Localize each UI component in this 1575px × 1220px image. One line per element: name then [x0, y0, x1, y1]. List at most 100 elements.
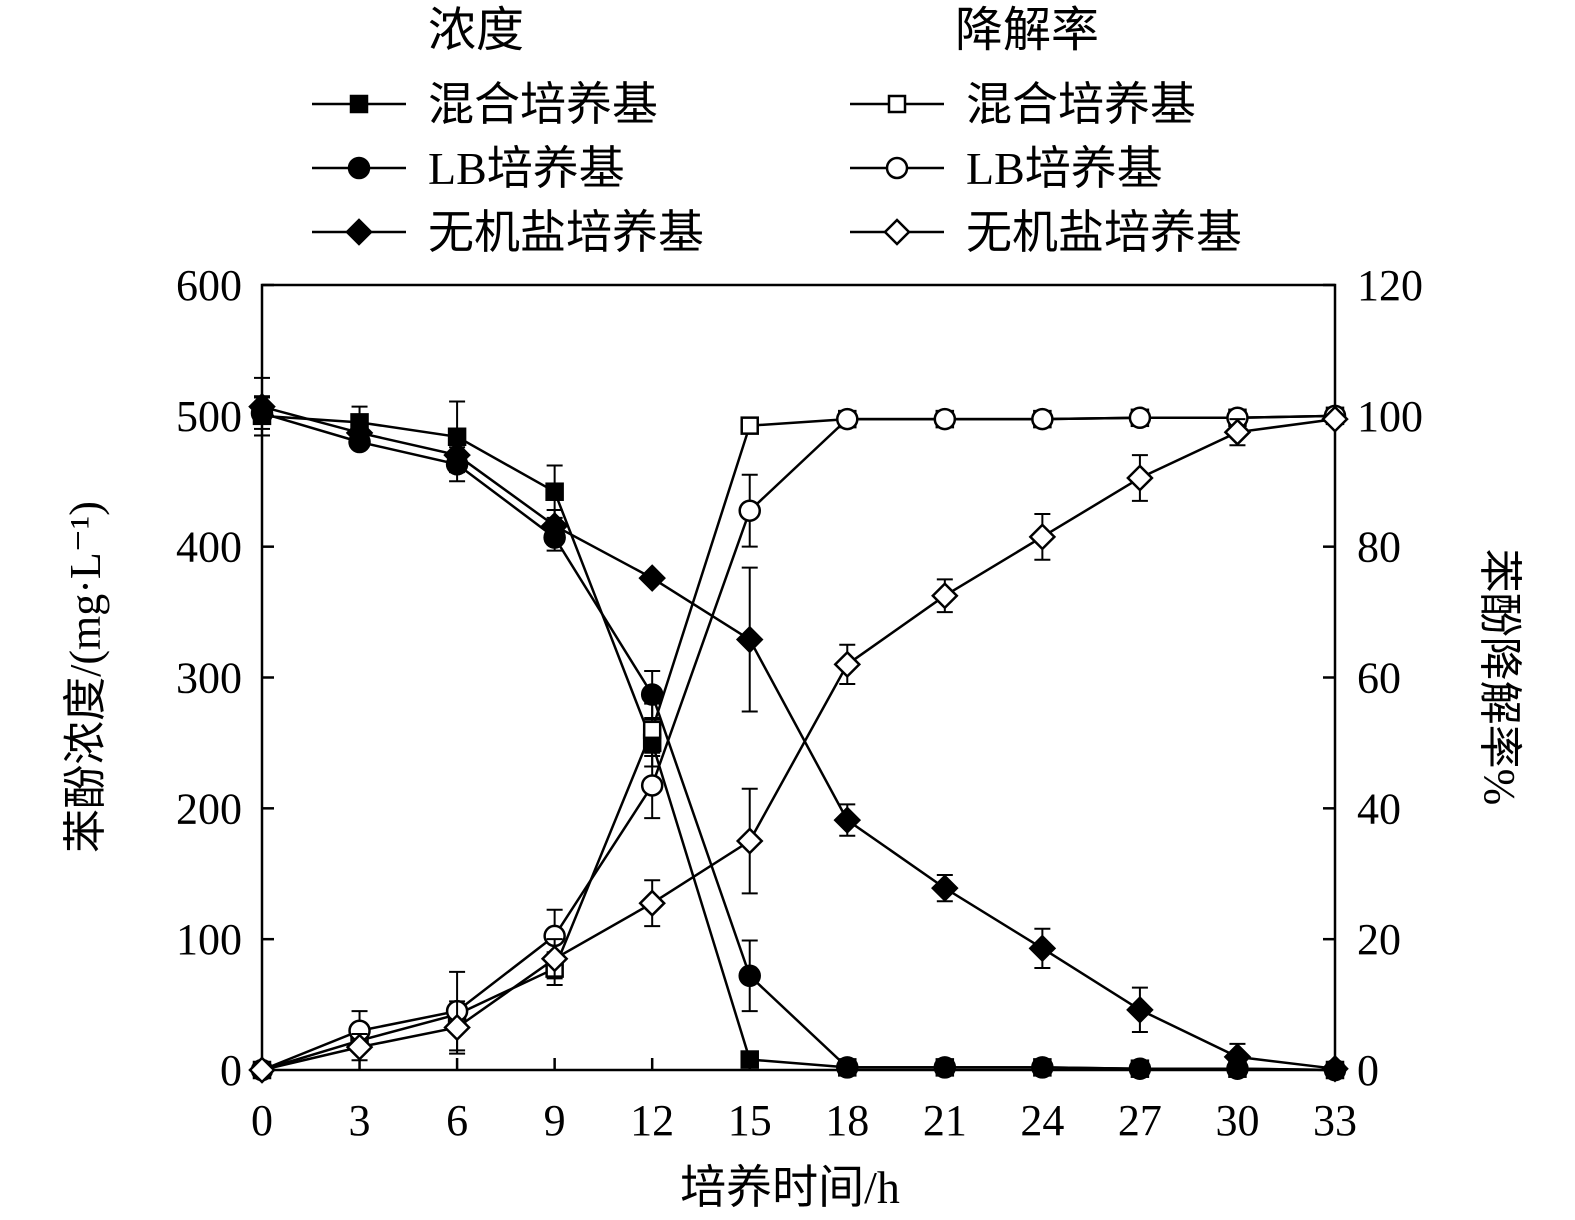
data-point: [740, 416, 759, 435]
y-axis-right-label: 苯酚降解率%: [1475, 549, 1524, 806]
data-point: [248, 392, 276, 421]
data-point: [638, 889, 666, 917]
x-tick-label: 0: [251, 1096, 273, 1145]
legend-label: LB培养基: [966, 143, 1163, 194]
data-point: [640, 774, 664, 797]
data-point: [1031, 1056, 1054, 1079]
data-point: [931, 581, 959, 610]
y-right-tick-label: 80: [1357, 523, 1401, 572]
legend-label: 无机盐培养基: [428, 207, 704, 258]
x-tick-label: 15: [728, 1096, 772, 1145]
data-point: [738, 964, 761, 988]
data-point: [1028, 934, 1057, 963]
data-point: [1126, 464, 1154, 492]
legend-title-degradation: 降解率: [955, 4, 1099, 57]
y-right-tick-label: 20: [1357, 915, 1401, 964]
legend-label: 无机盐培养基: [966, 207, 1242, 258]
x-tick-label: 12: [630, 1096, 674, 1145]
data-point: [735, 827, 764, 855]
x-tick-label: 27: [1118, 1096, 1162, 1145]
legend-marker: [349, 94, 369, 114]
data-point: [1128, 406, 1152, 430]
plot-frame: [260, 283, 1337, 1072]
data-point: [836, 407, 859, 431]
data-point: [443, 441, 471, 469]
data-point: [345, 419, 374, 447]
legend-entry: 无机盐培养基: [312, 207, 704, 258]
data-point: [540, 511, 569, 540]
legend-marker: [887, 94, 907, 114]
data-point: [740, 1050, 759, 1069]
data-point: [833, 806, 862, 834]
series-degradation-diamond: [248, 405, 1349, 1084]
data-point: [638, 564, 666, 592]
legend-marker: [883, 218, 911, 246]
ticks: 0 3 6 9 12 15 18 21 24 27 30 3301002003004005006000…: [176, 261, 1423, 1145]
y-left-tick-label: 600: [176, 261, 242, 310]
legend-entry: 混合培养基: [312, 79, 658, 130]
series-line: [261, 414, 1336, 1072]
data-point: [1223, 1043, 1252, 1071]
data-point: [933, 407, 957, 431]
legend-label: 混合培养基: [966, 79, 1196, 130]
data-point: [836, 1056, 859, 1079]
legend-title-concentration: 浓度: [428, 4, 524, 57]
x-tick-label: 6: [446, 1096, 468, 1145]
series-line: [261, 412, 1336, 1072]
series-line: [261, 414, 1336, 1072]
series-concentration-diamond: [248, 376, 1349, 1083]
data-point: [738, 499, 761, 522]
series-degradation-square: [252, 406, 1345, 1080]
data-point: [248, 1056, 276, 1084]
legend-marker: [885, 156, 909, 180]
data-point: [545, 482, 564, 501]
x-tick-label: 21: [923, 1096, 967, 1145]
legend-marker: [347, 156, 371, 180]
axes: [260, 283, 1337, 1072]
legend-entry: 混合培养基: [850, 79, 1196, 130]
x-tick-label: 3: [349, 1096, 371, 1145]
y-left-tick-label: 200: [176, 784, 242, 833]
data-point: [833, 650, 862, 679]
y-axis-left-label: 苯酚浓度/(mg·L⁻¹): [61, 501, 110, 853]
y-right-tick-label: 60: [1357, 654, 1401, 703]
legend-entry: LB培养基: [850, 143, 1163, 194]
series-concentration-square: [252, 395, 1345, 1080]
y-left-tick-label: 500: [176, 392, 242, 441]
x-tick-label: 18: [825, 1096, 869, 1145]
series-line: [261, 417, 1336, 1072]
x-tick-label: 30: [1215, 1096, 1259, 1145]
legend-label: LB培养基: [428, 143, 625, 194]
y-right-tick-label: 0: [1357, 1046, 1379, 1095]
series-concentration-circle: [250, 396, 1347, 1082]
y-right-tick-label: 40: [1357, 784, 1401, 833]
data-point: [642, 720, 662, 740]
data-point: [931, 874, 959, 902]
y-left-tick-label: 0: [220, 1046, 242, 1095]
data-point: [1128, 1057, 1152, 1080]
data-point: [1031, 407, 1054, 431]
data-point: [443, 1013, 471, 1042]
data-point: [1126, 996, 1154, 1024]
series-line: [261, 405, 1336, 1070]
y-left-tick-label: 100: [176, 915, 242, 964]
data-point: [1321, 1054, 1349, 1083]
series-line: [261, 414, 1336, 1072]
legend-entry: 无机盐培养基: [850, 207, 1242, 258]
data-point: [735, 625, 764, 654]
legend-label: 混合培养基: [428, 79, 658, 130]
data-point: [540, 945, 569, 973]
data-point: [640, 683, 664, 706]
y-left-tick-label: 400: [176, 523, 242, 572]
data-point: [1223, 418, 1252, 446]
data-point: [1028, 523, 1057, 551]
legend-entry: LB培养基: [312, 143, 625, 194]
series-degradation-circle: [250, 404, 1347, 1082]
legend-marker: [345, 218, 373, 246]
series-layer: [248, 376, 1349, 1084]
y-left-tick-label: 300: [176, 654, 242, 703]
data-point: [933, 1056, 957, 1079]
data-point: [1321, 405, 1349, 433]
